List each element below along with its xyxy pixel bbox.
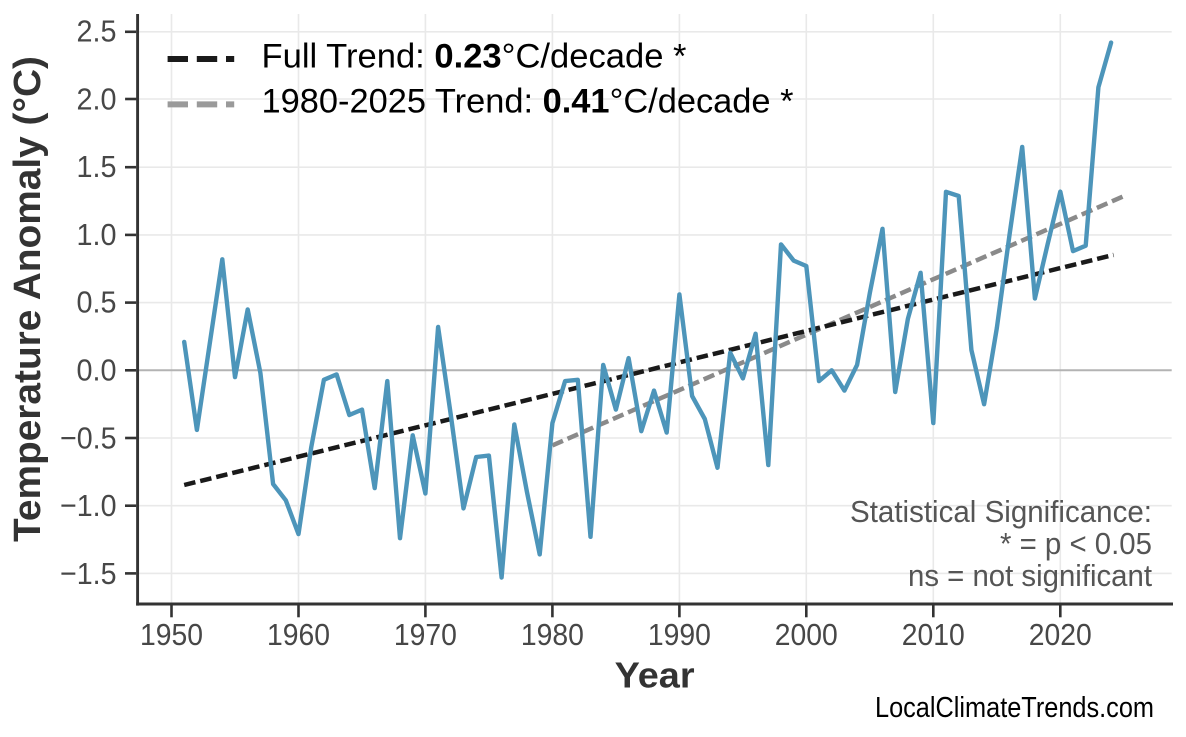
svg-text:* = p < 0.05: * = p < 0.05 bbox=[1000, 526, 1152, 561]
svg-text:2.0: 2.0 bbox=[77, 81, 117, 116]
svg-text:Year: Year bbox=[615, 655, 695, 696]
svg-text:LocalClimateTrends.com: LocalClimateTrends.com bbox=[875, 692, 1154, 724]
svg-text:Statistical Significance:: Statistical Significance: bbox=[850, 494, 1152, 529]
svg-text:−1.0: −1.0 bbox=[60, 488, 117, 523]
svg-text:2010: 2010 bbox=[902, 617, 965, 652]
svg-text:2000: 2000 bbox=[775, 617, 838, 652]
svg-text:0.0: 0.0 bbox=[77, 353, 117, 388]
svg-text:1980: 1980 bbox=[521, 617, 584, 652]
svg-text:1980-2025 Trend: 0.41°C/decade: 1980-2025 Trend: 0.41°C/decade * bbox=[262, 82, 794, 120]
svg-text:2020: 2020 bbox=[1029, 617, 1092, 652]
svg-text:1.0: 1.0 bbox=[77, 217, 117, 252]
svg-text:−1.5: −1.5 bbox=[60, 556, 117, 591]
svg-text:1960: 1960 bbox=[267, 617, 330, 652]
svg-text:Full Trend: 0.23°C/decade *: Full Trend: 0.23°C/decade * bbox=[262, 38, 687, 76]
svg-text:−0.5: −0.5 bbox=[60, 420, 117, 455]
svg-text:1990: 1990 bbox=[648, 617, 711, 652]
svg-text:Temperature Anomaly (°C): Temperature Anomaly (°C) bbox=[7, 56, 49, 542]
svg-text:1.5: 1.5 bbox=[77, 149, 117, 184]
svg-text:1970: 1970 bbox=[394, 617, 457, 652]
svg-text:2.5: 2.5 bbox=[77, 14, 117, 49]
svg-text:0.5: 0.5 bbox=[77, 285, 117, 320]
svg-text:ns = not significant: ns = not significant bbox=[908, 558, 1152, 593]
svg-text:1950: 1950 bbox=[140, 617, 203, 652]
